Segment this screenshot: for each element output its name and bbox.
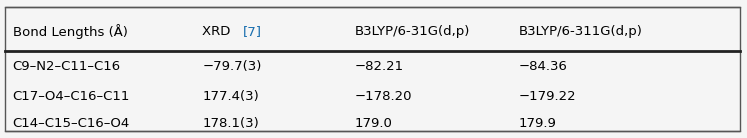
Text: 178.1(3): 178.1(3) (202, 117, 259, 130)
Text: C9–N2–C11–C16: C9–N2–C11–C16 (13, 60, 121, 73)
Text: B3LYP/6-31G(d,p): B3LYP/6-31G(d,p) (355, 25, 471, 38)
Text: −84.36: −84.36 (518, 60, 568, 73)
Text: −179.22: −179.22 (518, 90, 576, 103)
Text: 179.9: 179.9 (518, 117, 557, 130)
Text: 179.0: 179.0 (355, 117, 393, 130)
Text: B3LYP/6-311G(d,p): B3LYP/6-311G(d,p) (518, 25, 642, 38)
Text: C17–O4–C16–C11: C17–O4–C16–C11 (13, 90, 130, 103)
Text: −82.21: −82.21 (355, 60, 404, 73)
Text: C14–C15–C16–O4: C14–C15–C16–O4 (13, 117, 130, 130)
Text: −178.20: −178.20 (355, 90, 412, 103)
Text: XRD: XRD (202, 25, 235, 38)
Text: 177.4(3): 177.4(3) (202, 90, 259, 103)
Text: [7]: [7] (244, 25, 262, 38)
Text: Bond Lengths (Å): Bond Lengths (Å) (13, 24, 128, 39)
Text: −79.7(3): −79.7(3) (202, 60, 261, 73)
